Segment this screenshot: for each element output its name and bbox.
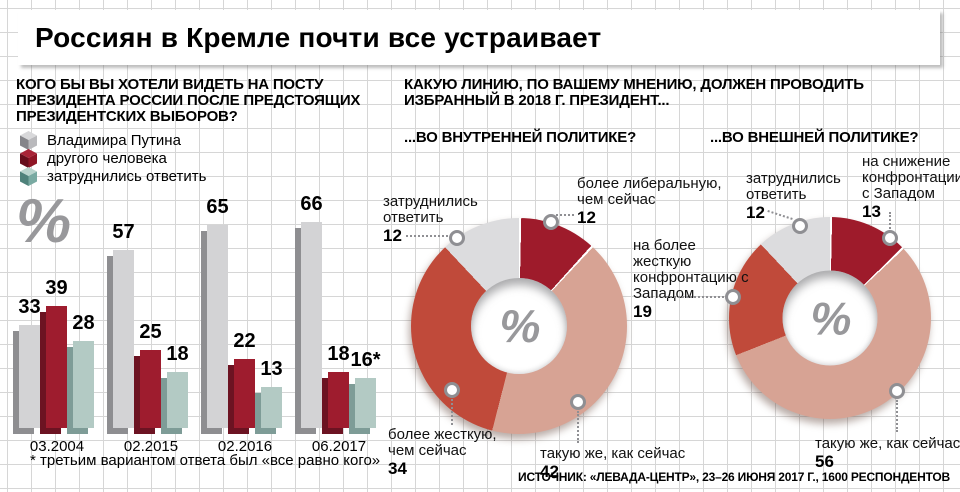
x-axis-label: 02.2016 (217, 438, 273, 455)
legend-item: Владимира Путина (20, 130, 206, 150)
x-axis-label: 06.2017 (311, 438, 367, 455)
bar-chart-legend: Владимира Путина другого человека затруд… (20, 130, 207, 186)
title-card: Россиян в Кремле почти все устраивает (18, 10, 940, 65)
donut1-leader-line (577, 411, 579, 443)
donut1-leader-line (406, 235, 448, 237)
bar-value-label: 16* (350, 349, 381, 371)
bar-group: 66 18 16* 06.2017 (300, 193, 382, 455)
legend-cube-icon (20, 130, 37, 150)
bar-wrap: 22 (233, 330, 256, 428)
legend-item: затруднились ответить (20, 166, 207, 186)
bar-wrap: 57 (112, 221, 135, 428)
bar-chart: 33 39 28 03.2004 57 25 18 02.2015 65 22 13 02.2016 6… (0, 193, 400, 455)
donut2-callout-marker (725, 289, 741, 305)
donut2-hole: % (782, 270, 878, 366)
bar-wrap: 18 (166, 343, 189, 428)
donut1-label-more-liberal: более либеральную, чем сейчас 12 (577, 175, 722, 227)
donut1-label-undecided: затруднились ответить 12 (383, 193, 478, 245)
question-right: КАКУЮ ЛИНИЮ, ПО ВАШЕМУ МНЕНИЮ, ДОЛЖЕН ПР… (404, 76, 864, 109)
donut1-label-same: такую же, как сейчас 42 (540, 445, 686, 481)
bar (140, 350, 161, 428)
donut-chart-internal-policy: % (411, 218, 627, 434)
bar-wrap: 25 (139, 321, 162, 428)
bar-wrap: 66 (300, 193, 323, 428)
x-axis-label: 02.2015 (123, 438, 179, 455)
bar (355, 378, 376, 428)
legend-item-label: Владимира Путина (47, 131, 181, 149)
bar (46, 306, 67, 428)
bar (167, 372, 188, 428)
bar-wrap: 39 (45, 277, 68, 428)
bar-wrap: 65 (206, 196, 229, 428)
donut2-leader-line (889, 212, 891, 229)
donut-chart-external-policy: % (729, 217, 931, 419)
bar-value-label: 18 (166, 343, 189, 365)
donut2-callout-marker (889, 383, 905, 399)
bar (19, 325, 40, 428)
bar-value-label: 28 (72, 312, 95, 334)
donut1-callout-marker (543, 214, 559, 230)
legend-item: другого человека (20, 148, 206, 168)
legend-item-label: другого человека (47, 149, 167, 167)
percent-unit-sign: % (16, 187, 71, 256)
bar (328, 372, 349, 428)
bar-value-label: 25 (139, 321, 162, 343)
bar-value-label: 22 (233, 330, 256, 352)
bar-group: 65 22 13 02.2016 (206, 196, 288, 455)
donut1-hole: % (471, 278, 567, 374)
donut1-callout-marker (449, 230, 465, 246)
page-title: Россиян в Кремле почти все устраивает (35, 21, 602, 53)
donut2-label-undecided: затруднились ответить 12 (746, 170, 841, 222)
legend-item-label: затруднились ответить (47, 167, 207, 185)
donut2-label-same: такую же, как сейчас 56 (815, 435, 960, 471)
source-credit: ИСТОЧНИК: «ЛЕВАДА-ЦЕНТР», 23–26 ИЮНЯ 201… (518, 470, 950, 484)
donut1-percent-sign: % (499, 300, 541, 352)
donut2-label-less-confrontation: на снижение конфронтации с Западом 13 (862, 153, 960, 221)
donut1-leader-line (556, 214, 574, 216)
donut2-leader-line (896, 400, 898, 432)
subtitle-internal-policy: ...ВО ВНУТРЕННЕЙ ПОЛИТИКЕ? (404, 129, 637, 146)
bar (207, 225, 228, 428)
bar (113, 250, 134, 428)
bar-value-label: 18 (327, 343, 350, 365)
donut2-leader-line (666, 296, 724, 298)
legend-cube-icon (20, 148, 37, 168)
donut2-label-tougher-confrontation: на более жесткую конфронтацию с Западом … (633, 237, 749, 321)
bar-value-label: 39 (45, 277, 68, 299)
donut2-callout-marker (792, 218, 808, 234)
donut2-callout-marker (882, 230, 898, 246)
donut1-label-tougher: более жесткую, чем сейчас 34 (388, 426, 497, 478)
bar-wrap: 28 (72, 312, 95, 428)
footnote: * третьим вариантом ответа был «все равн… (30, 452, 381, 469)
bar-value-label: 65 (206, 196, 229, 218)
bar (301, 222, 322, 428)
bar-wrap: 16* (350, 349, 381, 428)
legend-cube-icon (20, 166, 37, 186)
bar (234, 359, 255, 428)
bar-value-label: 13 (260, 358, 283, 380)
bar-group: 33 39 28 03.2004 (18, 277, 100, 455)
donut1-callout-marker (570, 394, 586, 410)
question-left: КОГО БЫ ВЫ ХОТЕЛИ ВИДЕТЬ НА ПОСТУ ПРЕЗИД… (16, 76, 361, 125)
donut1-callout-marker (444, 382, 460, 398)
x-axis-label: 03.2004 (29, 438, 85, 455)
subtitle-external-policy: ...ВО ВНЕШНЕЙ ПОЛИТИКЕ? (710, 129, 919, 146)
donut1-leader-line (451, 399, 453, 425)
bar-wrap: 18 (327, 343, 350, 428)
bar-value-label: 33 (18, 296, 41, 318)
bar-group: 57 25 18 02.2015 (112, 221, 194, 455)
bar (73, 341, 94, 428)
donut2-percent-sign: % (810, 292, 852, 344)
bar-wrap: 13 (260, 358, 283, 428)
bar-value-label: 57 (112, 221, 135, 243)
bar-value-label: 66 (300, 193, 323, 215)
bar (261, 387, 282, 428)
bar-wrap: 33 (18, 296, 41, 428)
